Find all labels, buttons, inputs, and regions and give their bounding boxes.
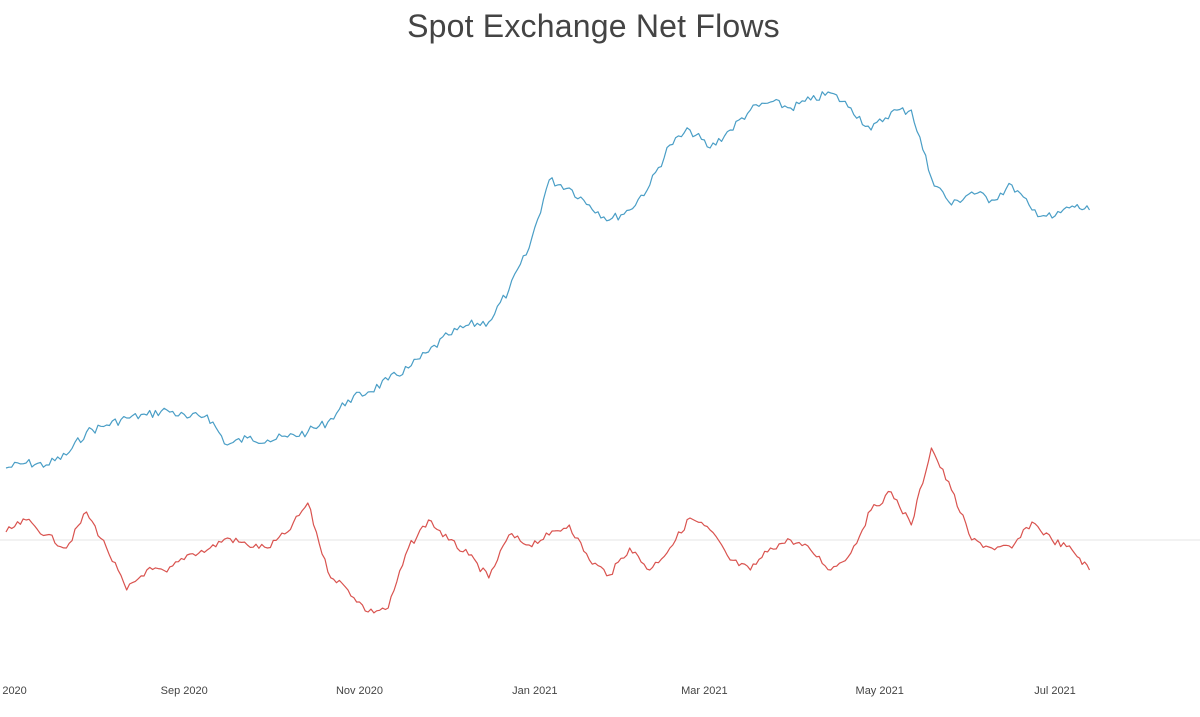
x-tick-label: Sep 2020 (161, 685, 208, 697)
x-axis-ticks: Jul 2020 Sep 2020 Nov 2020 Jan 2021 Mar 2021… (0, 685, 1076, 697)
chart-title: Spot Exchange Net Flows (407, 8, 780, 44)
x-tick-label: Mar 2021 (681, 685, 727, 697)
x-tick-label: May 2021 (856, 685, 904, 697)
x-tick-label: Jul 2020 (0, 685, 27, 697)
x-tick-label: Nov 2020 (336, 685, 383, 697)
x-tick-label: Jan 2021 (512, 685, 557, 697)
series-layer (5, 91, 1091, 614)
series-line-1 (5, 91, 1091, 469)
series-line-2 (5, 447, 1091, 614)
x-tick-label: Jul 2021 (1034, 685, 1076, 697)
